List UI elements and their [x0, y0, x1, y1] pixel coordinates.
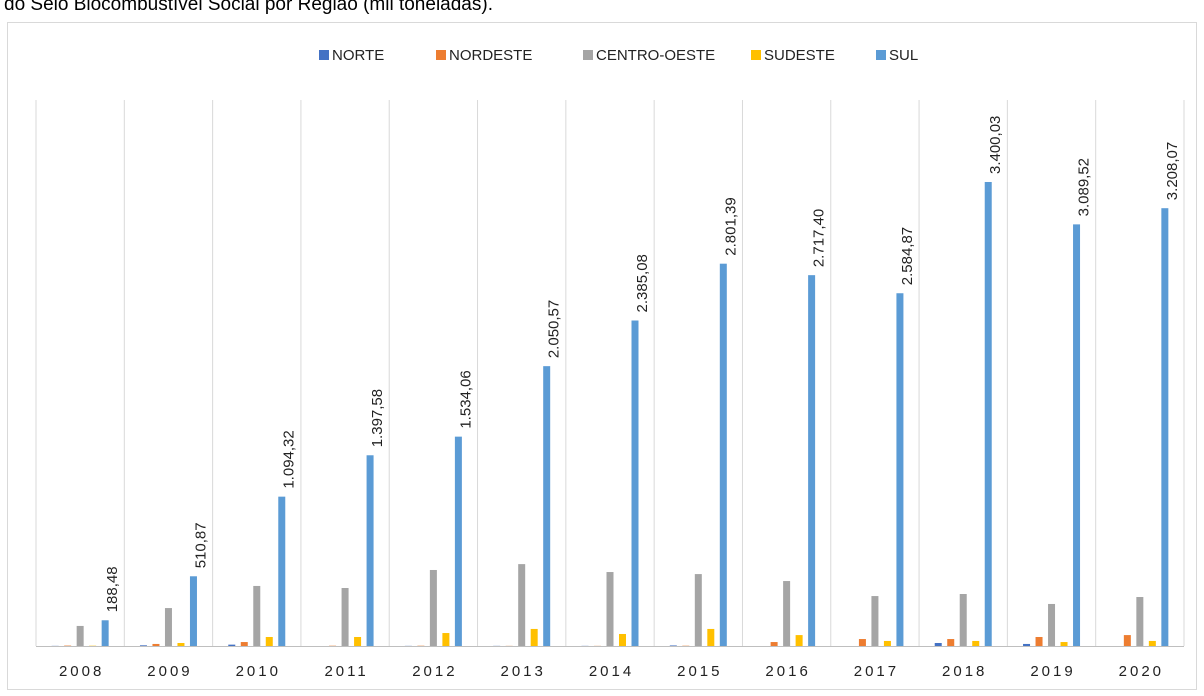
legend-label: SUL — [889, 47, 918, 64]
bar — [189, 576, 197, 646]
legend-label: NORDESTE — [449, 47, 532, 64]
x-tick-label: 2014 — [589, 663, 634, 680]
data-label: 188,48 — [104, 566, 121, 612]
bar — [972, 640, 980, 646]
bar — [1136, 597, 1144, 646]
data-label: 1.534,06 — [457, 370, 474, 428]
x-tick-label: 2009 — [147, 663, 192, 680]
legend-label: NORTE — [332, 47, 384, 64]
data-label: 1.094,32 — [281, 430, 298, 488]
x-tick-label: 2018 — [942, 663, 987, 680]
bar — [1123, 635, 1131, 646]
bar — [959, 594, 967, 646]
data-label: 2.385,08 — [634, 254, 651, 312]
bar — [707, 628, 715, 646]
bar — [139, 645, 147, 646]
bar — [429, 569, 437, 646]
data-label: 2.584,87 — [899, 227, 916, 285]
bar — [543, 366, 551, 646]
bar — [530, 628, 538, 646]
bar — [454, 436, 462, 646]
data-label: 3.400,03 — [987, 116, 1004, 174]
bar — [228, 644, 236, 646]
legend-label: SUDESTE — [764, 47, 835, 64]
legend-swatch — [436, 50, 446, 60]
bar — [1073, 224, 1081, 646]
x-tick-label: 2013 — [501, 663, 546, 680]
data-label: 2.050,57 — [546, 300, 563, 358]
bar — [442, 633, 450, 646]
data-label: 2.801,39 — [722, 197, 739, 255]
bar — [1060, 642, 1068, 646]
x-tick-label: 2011 — [324, 663, 368, 680]
legend-swatch — [319, 50, 329, 60]
bar — [858, 639, 866, 646]
bar — [694, 574, 702, 646]
bar — [1023, 643, 1031, 646]
legend-swatch — [751, 50, 761, 60]
x-tick-label: 2017 — [854, 663, 899, 680]
x-tick-label: 2012 — [412, 663, 457, 680]
bar — [606, 572, 614, 646]
bar — [240, 642, 248, 646]
data-label: 3.208,07 — [1164, 142, 1181, 200]
bar — [871, 596, 879, 646]
x-tick-label: 2015 — [677, 663, 722, 680]
bar — [76, 625, 84, 646]
bar — [619, 633, 626, 646]
bar — [719, 263, 727, 646]
bar — [366, 455, 374, 646]
x-tick-label: 2019 — [1030, 663, 1075, 680]
chart-frame — [7, 22, 1197, 690]
data-label: 1.397,58 — [369, 389, 386, 447]
data-label: 510,87 — [192, 522, 209, 568]
data-label: 3.089,52 — [1076, 158, 1093, 216]
bar — [354, 636, 362, 646]
bar — [934, 642, 942, 646]
bar — [101, 620, 109, 646]
bar — [783, 581, 791, 646]
bar — [341, 588, 349, 646]
bar — [808, 275, 816, 646]
x-tick-label: 2010 — [236, 663, 281, 680]
bar — [947, 639, 955, 646]
x-tick-label: 2008 — [59, 663, 104, 680]
bar — [253, 585, 261, 646]
x-tick-label: 2020 — [1119, 663, 1164, 680]
bar — [1048, 603, 1056, 646]
bar — [896, 293, 904, 646]
legend-label: CENTRO-OESTE — [596, 47, 715, 64]
bar — [669, 645, 677, 646]
bar — [1035, 636, 1043, 646]
bar — [795, 635, 803, 646]
bar — [265, 636, 273, 646]
legend-swatch — [583, 50, 593, 60]
bar — [883, 640, 891, 646]
legend-swatch — [876, 50, 886, 60]
bar — [770, 642, 778, 646]
bar — [164, 608, 172, 646]
x-tick-label: 2016 — [765, 663, 810, 680]
data-label: 2.717,40 — [811, 209, 828, 267]
bar — [278, 496, 286, 646]
chart-title: do Selo Biocombustível Social por Região… — [4, 0, 493, 15]
bar — [631, 320, 639, 646]
bar — [177, 642, 185, 646]
bar — [518, 564, 526, 646]
bar — [1148, 640, 1156, 646]
bar — [984, 181, 992, 646]
bar — [1161, 208, 1169, 646]
bar — [152, 643, 160, 646]
